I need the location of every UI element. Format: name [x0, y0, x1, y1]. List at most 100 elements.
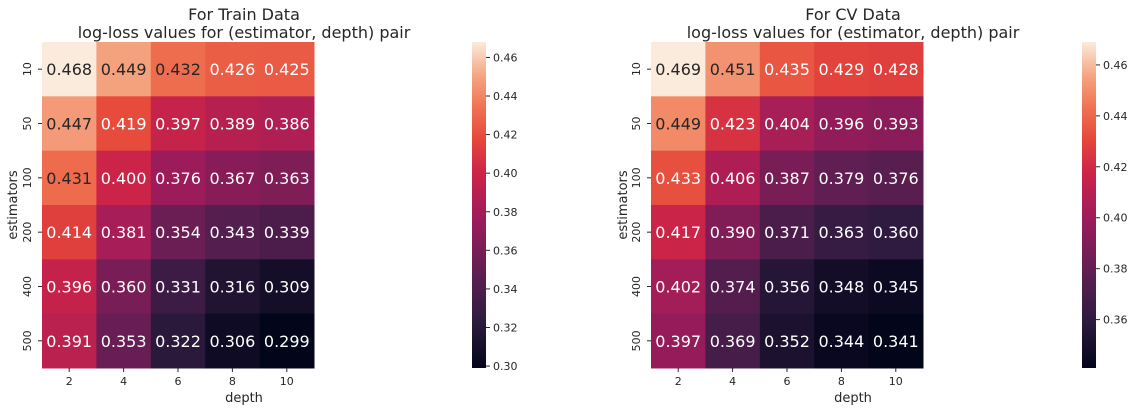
cell-value-label: 0.433	[655, 169, 701, 188]
heatmap-cell	[759, 259, 815, 315]
heatmap-cell	[150, 313, 206, 369]
cell-value-label: 0.354	[155, 223, 201, 242]
heatmap-cell	[759, 313, 815, 369]
cell-value-label: 0.449	[101, 60, 147, 79]
chart-subtitle: log-loss values for (estimator, depth) p…	[78, 23, 411, 42]
heatmap-cell	[651, 204, 706, 260]
heatmap-cell	[205, 42, 261, 97]
y-tick-label: 500	[21, 330, 34, 351]
colorbar	[472, 42, 486, 368]
cell-value-label: 0.390	[710, 223, 756, 242]
heatmap-cell	[205, 259, 261, 315]
cell-value-label: 0.363	[818, 223, 864, 242]
heatmap-cell	[705, 313, 761, 369]
heatmap-cell	[96, 96, 152, 152]
cell-value-label: 0.386	[264, 114, 310, 133]
x-tick-labels: 2 4 6 8 10	[675, 367, 903, 388]
y-tick-labels: 10 50 100 200 400 500	[21, 62, 42, 351]
cell-value-label: 0.431	[46, 169, 92, 188]
cell-value-label: 0.356	[764, 277, 810, 296]
colorbar-tick-label: 0.40	[493, 167, 518, 180]
heatmap-cell	[150, 204, 206, 260]
x-tick-label: 8	[838, 375, 845, 388]
cell-value-label: 0.339	[264, 223, 310, 242]
cell-value-label: 0.360	[873, 223, 919, 242]
cell-value-label: 0.419	[101, 114, 147, 133]
heatmap-cell	[96, 150, 152, 206]
colorbar-tick-label: 0.30	[493, 360, 518, 373]
cell-value-label: 0.309	[264, 277, 310, 296]
heatmap-cell	[150, 259, 206, 315]
y-tick-label: 10	[21, 62, 34, 76]
heatmap-cell	[705, 42, 761, 97]
cell-value-label: 0.468	[46, 60, 92, 79]
cell-value-label: 0.396	[46, 277, 92, 296]
y-tick-label: 400	[630, 276, 643, 297]
heatmap-cell	[259, 96, 315, 152]
y-tick-label: 100	[630, 167, 643, 188]
heatmap-cell	[42, 313, 97, 369]
cell-value-label: 0.400	[101, 169, 147, 188]
colorbar-tick-label: 0.46	[1103, 59, 1128, 72]
colorbar-tick-label: 0.42	[1103, 161, 1128, 174]
colorbar-tick-label: 0.36	[493, 244, 518, 257]
heatmap-cell	[42, 259, 97, 315]
x-tick-label: 6	[175, 375, 182, 388]
heatmap-cell	[651, 96, 706, 152]
colorbar-ticks: 0.36 0.38 0.40 0.42 0.44 0.46	[1096, 59, 1128, 327]
heatmap-cell	[705, 150, 761, 206]
heatmap-cell	[96, 204, 152, 260]
cell-value-label: 0.306	[209, 332, 255, 351]
heatmap-cell	[651, 42, 706, 97]
heatmap-cv: For CV Data log-loss values for (estimat…	[616, 5, 1128, 406]
cell-value-label: 0.402	[655, 277, 701, 296]
y-tick-label: 200	[21, 222, 34, 243]
cell-value-label: 0.344	[818, 332, 864, 351]
y-axis-label: estimators	[616, 170, 631, 240]
x-tick-label: 10	[889, 375, 903, 388]
colorbar-tick-label: 0.38	[1103, 263, 1128, 276]
cell-value-label: 0.369	[710, 332, 756, 351]
heatmap-cell	[868, 96, 924, 152]
colorbar	[1082, 42, 1096, 368]
heatmap-cell	[705, 259, 761, 315]
heatmap-cell	[651, 259, 706, 315]
heatmap-cell	[205, 313, 261, 369]
cell-value-label: 0.352	[764, 332, 810, 351]
heatmap-cell	[150, 96, 206, 152]
heatmap-cell	[705, 96, 761, 152]
cell-value-label: 0.429	[818, 60, 864, 79]
cell-value-label: 0.451	[710, 60, 756, 79]
cell-value-label: 0.397	[655, 332, 701, 351]
y-axis-label: estimators	[6, 170, 21, 240]
cell-value-label: 0.374	[710, 277, 756, 296]
heatmap-cell	[259, 150, 315, 206]
x-tick-label: 4	[120, 375, 127, 388]
heatmap-cell	[96, 42, 152, 97]
x-axis-label: depth	[834, 391, 872, 406]
cell-value-label: 0.371	[764, 223, 810, 242]
x-axis-label: depth	[225, 391, 263, 406]
cell-value-label: 0.360	[101, 277, 147, 296]
colorbar-ticks: 0.30 0.32 0.34 0.36 0.38 0.40 0.42 0.44 0.46	[486, 51, 518, 373]
cell-value-label: 0.376	[873, 169, 919, 188]
heatmap-cell	[205, 96, 261, 152]
cell-value-label: 0.353	[101, 332, 147, 351]
heatmap-cell	[651, 150, 706, 206]
colorbar-tick-label: 0.42	[493, 129, 518, 142]
heatmap-train: For Train Data log-loss values for (esti…	[6, 5, 518, 406]
heatmap-cell	[814, 42, 870, 97]
cell-value-label: 0.428	[873, 60, 919, 79]
x-tick-label: 10	[280, 375, 294, 388]
cell-value-label: 0.447	[46, 114, 92, 133]
chart-title: For CV Data	[805, 5, 901, 24]
cell-value-label: 0.414	[46, 223, 92, 242]
heatmap-cell	[42, 150, 97, 206]
cell-value-label: 0.322	[155, 332, 201, 351]
y-tick-label: 50	[630, 116, 643, 130]
cell-value-label: 0.391	[46, 332, 92, 351]
cell-value-label: 0.423	[710, 114, 756, 133]
cell-value-label: 0.376	[155, 169, 201, 188]
x-tick-label: 2	[66, 375, 73, 388]
